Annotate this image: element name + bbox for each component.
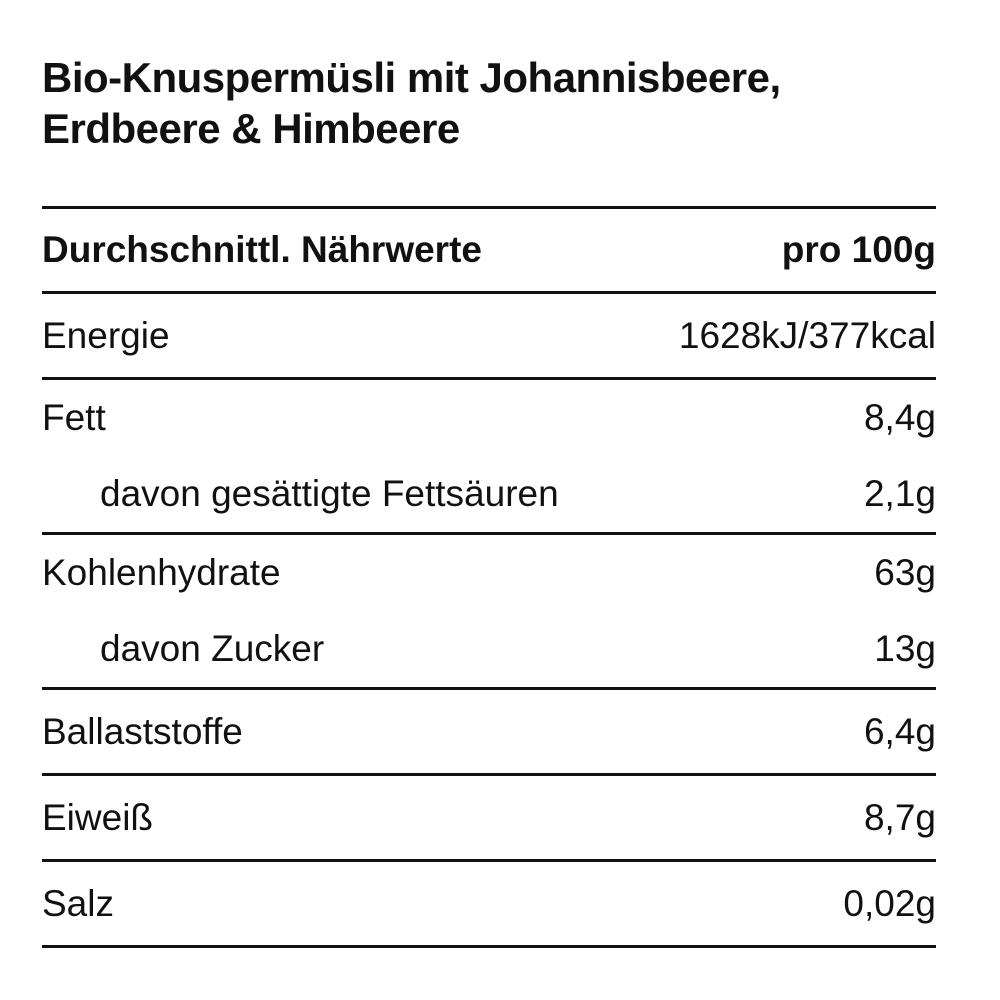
nutrient-sublabel: davon Zucker — [100, 628, 325, 670]
table-header-row: Durchschnittl. Nährwerte pro 100g — [42, 209, 936, 291]
nutrition-table: Durchschnittl. Nährwerte pro 100g Energi… — [42, 206, 936, 949]
nutrient-label: Salz — [42, 882, 114, 924]
nutrient-sublabel: davon gesättigte Fettsäuren — [100, 473, 559, 515]
product-title-line1: Bio-Knuspermüsli mit Johannisbeere, — [42, 54, 781, 101]
table-row-fett: Fett 8,4g — [42, 380, 936, 456]
nutrient-value: 6,4g — [863, 710, 936, 752]
table-row-zucker: davon Zucker 13g — [42, 611, 936, 687]
table-row-energie: Energie 1628kJ/377kcal — [42, 294, 936, 377]
nutrient-label: Eiweiß — [42, 796, 154, 838]
product-title-line2: Erdbeere & Himbeere — [42, 105, 460, 153]
nutrient-label: Ballaststoffe — [42, 710, 243, 752]
nutrient-label: Energie — [42, 314, 170, 356]
nutrient-group-fiber: Ballaststoffe 6,4g — [42, 687, 936, 773]
nutrient-group-salt: Salz 0,02g — [42, 859, 936, 945]
nutrient-value: 8,4g — [863, 397, 936, 439]
table-row-gesaettigte-fettsaeuren: davon gesättigte Fettsäuren 2,1g — [42, 456, 936, 532]
nutrient-group-energy: Energie 1628kJ/377kcal — [42, 291, 936, 377]
nutrient-group-protein: Eiweiß 8,7g — [42, 773, 936, 859]
table-row-salz: Salz 0,02g — [42, 862, 936, 945]
table-header-unit: pro 100g — [781, 229, 936, 271]
product-title: Bio-Knuspermüsli mit Johannisbeere, Erdb… — [42, 52, 936, 154]
table-header-label: Durchschnittl. Nährwerte — [42, 229, 482, 271]
nutrient-value: 1628kJ/377kcal — [678, 314, 936, 356]
nutrient-label: Fett — [42, 397, 106, 439]
nutrient-value: 2,1g — [863, 473, 936, 515]
nutrient-value: 8,7g — [863, 796, 936, 838]
table-row-eiweiss: Eiweiß 8,7g — [42, 776, 936, 859]
nutrient-group-carbs: Kohlenhydrate 63g davon Zucker 13g — [42, 532, 936, 687]
nutrient-value: 13g — [874, 628, 936, 670]
nutrient-group-fat: Fett 8,4g davon gesättigte Fettsäuren 2,… — [42, 377, 936, 532]
table-row-kohlenhydrate: Kohlenhydrate 63g — [42, 535, 936, 611]
table-row-ballaststoffe: Ballaststoffe 6,4g — [42, 690, 936, 773]
nutrient-label: Kohlenhydrate — [42, 552, 281, 594]
nutrient-value: 0,02g — [843, 882, 936, 924]
nutrient-value: 63g — [874, 552, 936, 594]
